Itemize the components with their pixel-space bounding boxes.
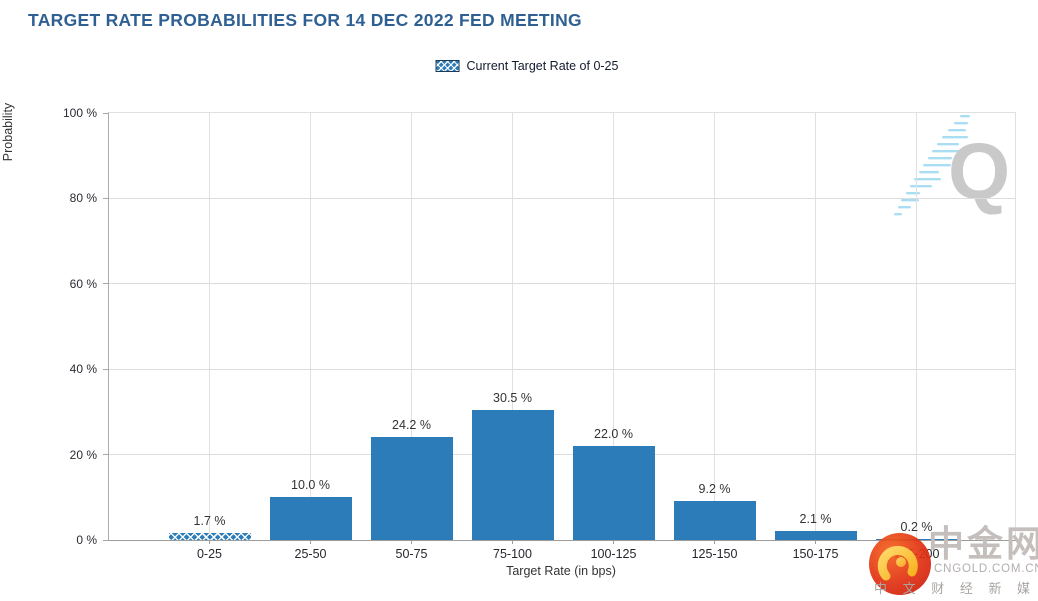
bar-value-label: 1.7 %	[193, 513, 226, 528]
y-tick-mark	[103, 283, 109, 285]
x-gridline	[916, 113, 917, 540]
y-tick-label: 40 %	[69, 362, 97, 377]
x-tick-label: 0-25	[196, 547, 223, 561]
bar-value-label: 2.1 %	[799, 512, 832, 527]
y-tick-label: 100 %	[62, 106, 97, 120]
x-gridline	[512, 113, 513, 540]
x-gridline	[411, 113, 412, 540]
y-tick-mark	[103, 197, 109, 199]
bar-0-25[interactable]	[168, 532, 251, 540]
bar-125-150[interactable]	[673, 500, 756, 540]
cngold-logo-icon	[869, 533, 931, 595]
y-gridline	[109, 454, 1015, 456]
y-gridline	[109, 368, 1015, 370]
bar-value-label: 24.2 %	[392, 417, 431, 432]
x-tick-mark	[815, 540, 816, 544]
legend-label: Current Target Rate of 0-25	[466, 59, 619, 73]
x-tick-mark	[512, 540, 513, 544]
bar-50-75[interactable]	[370, 436, 453, 540]
x-gridline	[714, 113, 715, 540]
y-tick-mark	[103, 112, 109, 114]
q-watermark-icon: Q	[894, 115, 1010, 216]
bar-value-label: 0.2 %	[900, 520, 933, 534]
x-tick-mark	[209, 540, 210, 544]
x-gridline	[310, 113, 311, 540]
x-tick-mark	[411, 540, 412, 544]
logo-name: 中金网	[928, 523, 1038, 564]
y-tick-label: 0 %	[76, 533, 97, 547]
x-tick-label: 50-75	[395, 547, 428, 561]
bar-value-label: 30.5 %	[493, 390, 532, 405]
x-tick-label: 75-100	[493, 547, 532, 561]
bar-150-175[interactable]	[774, 531, 857, 540]
y-tick-label: 80 %	[69, 191, 97, 206]
x-tick-mark	[613, 540, 614, 544]
x-tick-label: 100-125	[590, 547, 637, 561]
bar-value-label: 22.0 %	[594, 427, 633, 442]
x-tick-label: 125-150	[691, 547, 738, 561]
x-tick-label: 25-50	[294, 547, 327, 561]
y-tick-label: 20 %	[69, 447, 97, 462]
x-tick-mark	[714, 540, 715, 544]
bar-75-100[interactable]	[471, 409, 554, 540]
logo-tagline: 中 文 财 经 新 媒 体	[874, 581, 1038, 596]
y-gridline	[109, 197, 1015, 199]
plot-area: Q 0 % 20 % 40 % 60 % 80 % 100 % 1.7 % 0-25 10.0 …	[63, 106, 1016, 561]
bar-25-50[interactable]	[269, 497, 352, 540]
legend-item[interactable]: Current Target Rate of 0-25	[435, 59, 619, 73]
cngold-logo: 中金网 CNGOLD.COM.CN 中 文 财 经 新 媒 体	[866, 523, 1038, 597]
x-gridline	[209, 113, 210, 540]
x-tick-mark	[310, 540, 311, 544]
y-tick-mark	[103, 368, 109, 370]
x-gridline	[613, 113, 614, 540]
legend-hatch-swatch-icon	[435, 60, 460, 72]
svg-text:Q: Q	[948, 127, 1010, 216]
x-tick-label: 150-175	[792, 547, 839, 561]
bar-value-label: 9.2 %	[698, 481, 731, 496]
x-gridline	[815, 113, 816, 540]
bar-value-label: 10.0 %	[291, 478, 330, 493]
x-axis-title: Target Rate (in bps)	[506, 564, 616, 578]
y-gridline	[109, 283, 1015, 285]
y-tick-mark	[103, 539, 109, 541]
page-title: TARGET RATE PROBABILITIES FOR 14 DEC 202…	[28, 10, 582, 30]
bar-100-125[interactable]	[572, 446, 655, 540]
y-tick-label: 60 %	[69, 276, 97, 291]
logo-domain: CNGOLD.COM.CN	[934, 563, 1038, 575]
y-axis-title: Probability	[1, 102, 15, 162]
y-tick-mark	[103, 454, 109, 456]
